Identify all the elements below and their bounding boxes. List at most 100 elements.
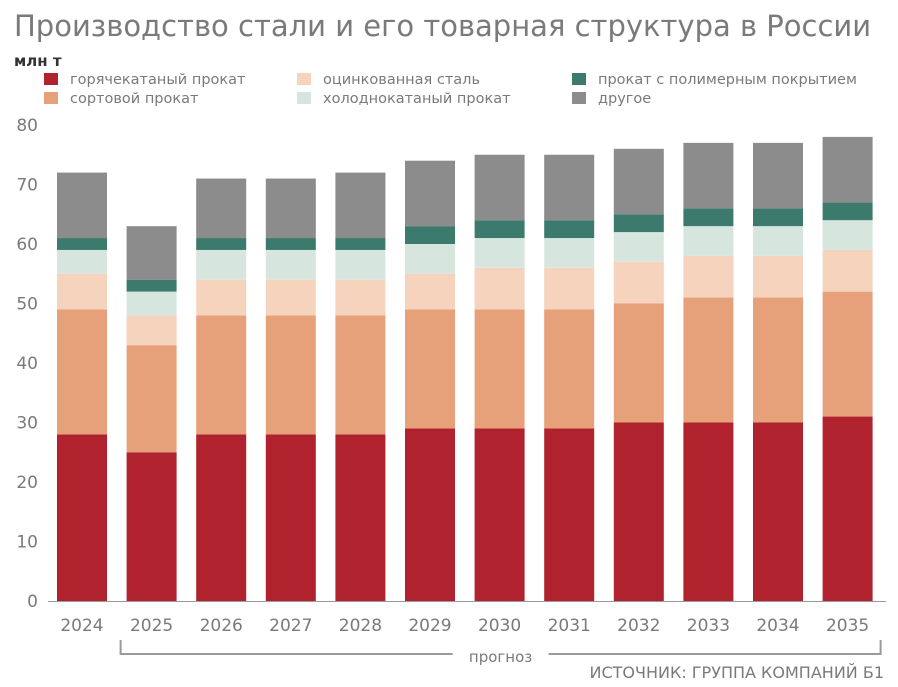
x-tick-label: 2035: [826, 616, 869, 636]
y-tick-label: 20: [16, 473, 38, 493]
bar-segment: [822, 136, 873, 203]
bar-segment: [405, 428, 455, 601]
x-tick-label: 2027: [269, 616, 312, 636]
bar-stack: [196, 178, 247, 601]
y-tick-label: 70: [16, 176, 38, 196]
unit-label: млн т: [14, 52, 62, 70]
legend-item: сортовой прокат: [44, 91, 199, 107]
bar-segment: [474, 267, 525, 310]
legend-swatch: [572, 92, 586, 104]
bar-segment: [822, 249, 873, 292]
bar-segment: [613, 148, 664, 215]
bar-segment: [822, 291, 873, 417]
bar-segment: [126, 226, 177, 280]
bar-segment: [613, 303, 664, 423]
x-tick-label: 2026: [200, 616, 243, 636]
bar-stack: [753, 142, 803, 601]
forecast-label-background: [452, 646, 549, 666]
bar-segment: [265, 249, 316, 280]
bar-segment: [544, 267, 595, 310]
bars: [57, 136, 873, 601]
x-tick-label: 2032: [617, 616, 660, 636]
chart-title: Производство стали и его товарная структ…: [14, 9, 871, 43]
x-tick-label: 2031: [548, 616, 591, 636]
bar-stack: [57, 172, 107, 601]
bar-segment: [753, 297, 803, 423]
bar-segment: [57, 309, 107, 435]
bar-segment: [683, 422, 734, 601]
bar-segment: [753, 142, 803, 209]
forecast-label: прогноз: [469, 648, 532, 666]
bar-segment: [57, 249, 107, 274]
legend-label: другое: [598, 91, 651, 107]
bar-segment: [683, 208, 734, 227]
bar-segment: [126, 291, 177, 316]
x-tick-label: 2034: [756, 616, 799, 636]
bar-segment: [544, 154, 595, 221]
bar-segment: [196, 238, 247, 250]
legend-item: другое: [572, 91, 651, 107]
legend-swatch: [44, 73, 58, 85]
bar-segment: [335, 315, 386, 435]
legend-item: горячекатаный прокат: [44, 72, 246, 88]
bar-segment: [335, 434, 386, 601]
bar-segment: [265, 178, 316, 239]
legend-label: сортовой прокат: [70, 91, 199, 107]
legend-label: прокат с полимерным покрытием: [598, 72, 857, 88]
x-tick-label: 2029: [408, 616, 451, 636]
legend-swatch: [297, 73, 311, 85]
y-tick-label: 10: [16, 533, 38, 553]
bar-segment: [613, 261, 664, 304]
bar-segment: [822, 416, 873, 601]
bar-segment: [126, 315, 177, 346]
bar-segment: [126, 345, 177, 453]
bar-segment: [335, 172, 386, 239]
bar-segment: [544, 309, 595, 429]
y-tick-label: 30: [16, 414, 38, 434]
bar-segment: [405, 309, 455, 429]
legend-item: оцинкованная сталь: [297, 72, 480, 88]
bar-segment: [57, 273, 107, 310]
bar-segment: [196, 315, 247, 435]
bar-segment: [753, 208, 803, 227]
bar-segment: [753, 422, 803, 601]
y-tick-label: 50: [16, 295, 38, 315]
bar-segment: [613, 422, 664, 601]
bar-segment: [474, 309, 525, 429]
bar-segment: [544, 220, 595, 239]
bar-stack: [265, 178, 316, 601]
bar-segment: [265, 238, 316, 250]
bar-stack: [335, 172, 386, 601]
bar-segment: [196, 249, 247, 280]
bar-segment: [57, 172, 107, 239]
legend-label: оцинкованная сталь: [323, 72, 480, 88]
bar-segment: [474, 238, 525, 268]
bar-segment: [753, 255, 803, 298]
bar-segment: [196, 434, 247, 601]
bar-stack: [474, 154, 525, 601]
bar-segment: [613, 214, 664, 233]
legend-swatch: [572, 73, 586, 85]
legend-label: холоднокатаный прокат: [323, 91, 511, 107]
bar-stack: [683, 142, 734, 601]
x-tick-label: 2025: [130, 616, 173, 636]
legend-swatch: [297, 92, 311, 104]
bar-segment: [265, 315, 316, 435]
x-axis: 2024 2025 2026 2027 2028 2029 2030 2031 2032 2033…: [60, 616, 869, 636]
legend-swatch: [44, 92, 58, 104]
bar-segment: [126, 279, 177, 292]
bar-segment: [405, 273, 455, 310]
x-tick-label: 2028: [339, 616, 382, 636]
bar-segment: [822, 202, 873, 221]
y-tick-label: 40: [16, 354, 38, 374]
bar-segment: [335, 238, 386, 250]
bar-segment: [405, 160, 455, 227]
x-tick-label: 2024: [60, 616, 103, 636]
bar-segment: [683, 297, 734, 423]
bar-segment: [474, 220, 525, 239]
y-tick-label: 0: [27, 592, 38, 612]
legend-item: прокат с полимерным покрытием: [572, 72, 857, 88]
bar-segment: [683, 255, 734, 298]
bar-segment: [405, 226, 455, 244]
